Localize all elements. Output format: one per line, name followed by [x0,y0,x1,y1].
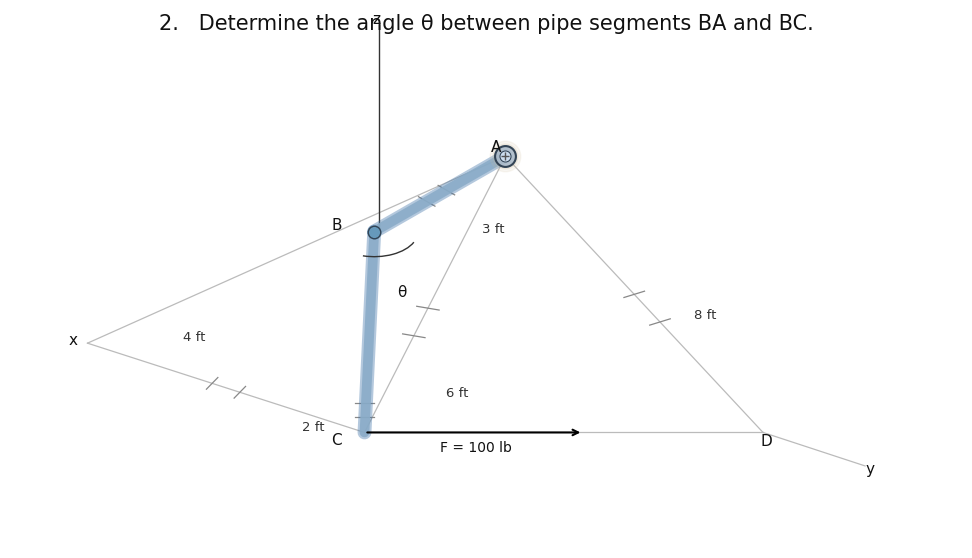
Text: D: D [760,435,772,449]
Text: 2.   Determine the angle θ between pipe segments BA and BC.: 2. Determine the angle θ between pipe se… [158,14,814,34]
Text: 3 ft: 3 ft [481,223,504,237]
Text: B: B [331,219,342,233]
Text: y: y [865,463,875,477]
Text: z: z [372,12,380,27]
Text: 8 ft: 8 ft [693,309,716,322]
Text: θ: θ [397,285,406,300]
Text: 6 ft: 6 ft [445,387,469,400]
Text: 4 ft: 4 ft [183,331,206,344]
Text: C: C [331,434,342,448]
Text: F = 100 lb: F = 100 lb [440,441,512,455]
Text: A: A [491,141,502,155]
Text: 2 ft: 2 ft [301,421,325,435]
Text: x: x [68,333,78,348]
